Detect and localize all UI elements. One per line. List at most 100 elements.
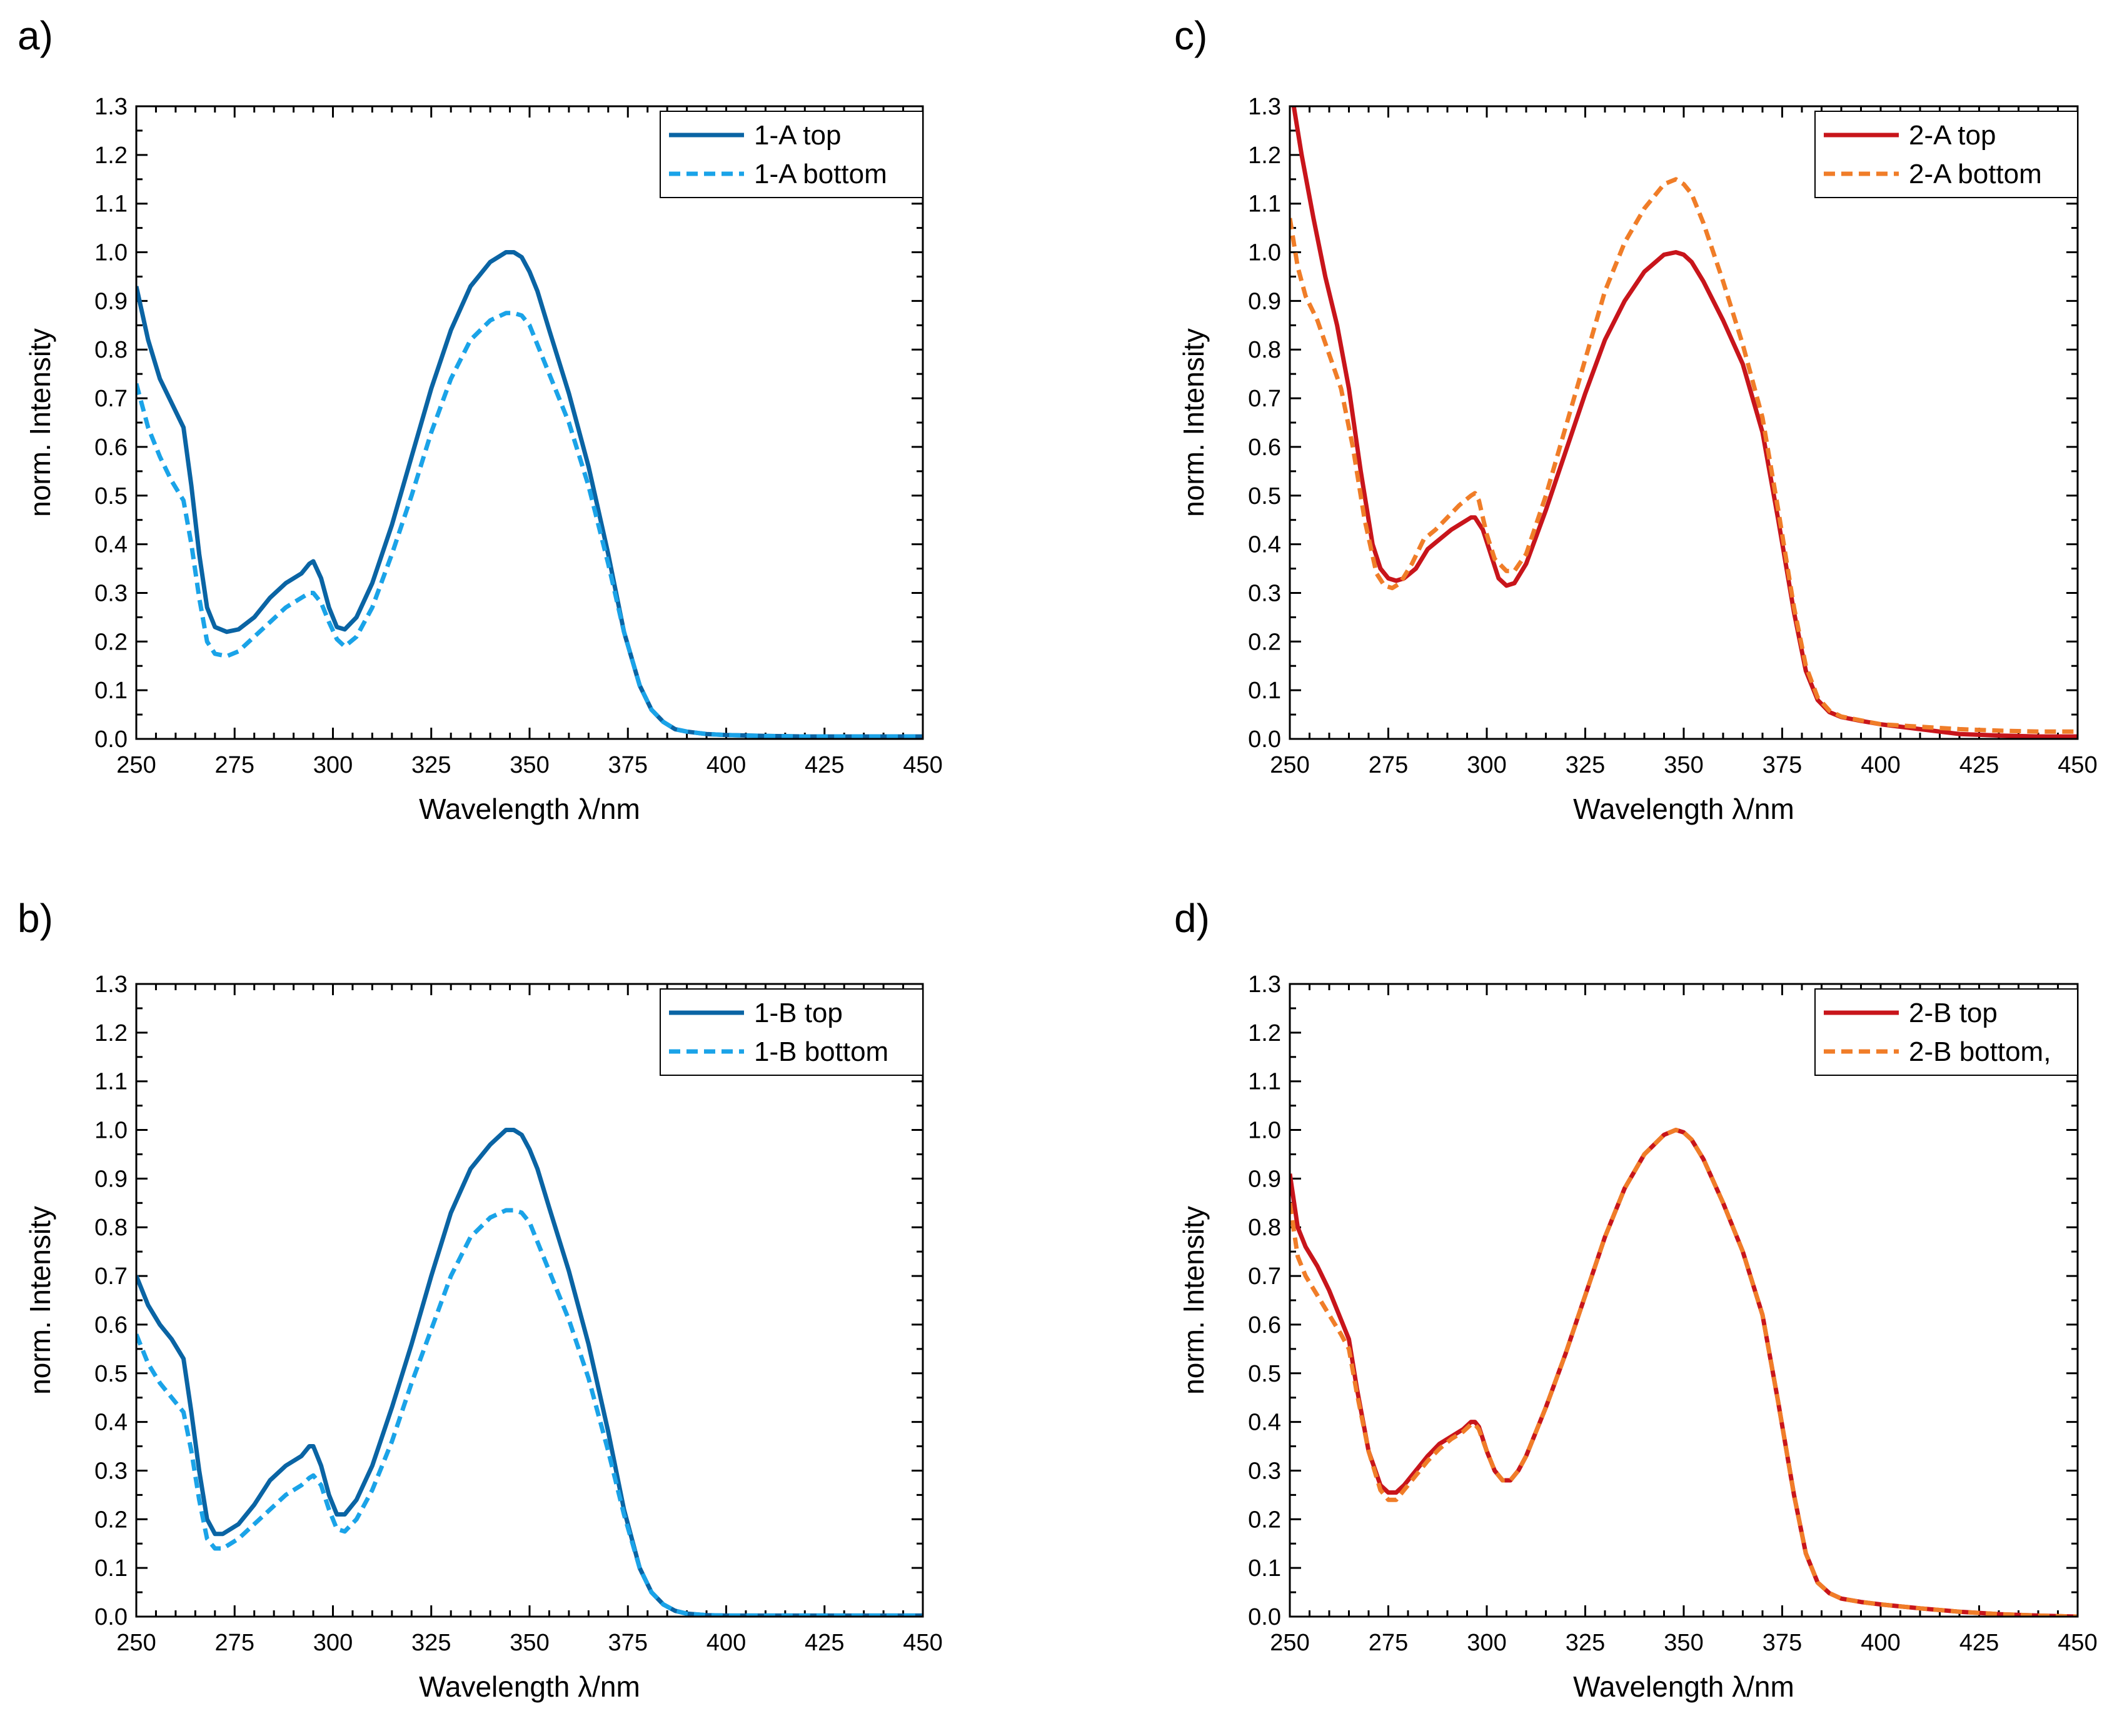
x-tick-label: 300 [1467,1630,1506,1656]
y-tick-label: 0.2 [94,1507,128,1533]
legend-box [660,111,923,198]
chart-panel-b: 250 275 300 325 350 375 400 425 450 0.0 0.1 0.2 0.3 0… [24,971,943,1703]
x-tick-label: 275 [215,1630,254,1656]
plot-frame [135,105,924,740]
y-tick-label: 0.1 [1248,678,1281,704]
x-tick-label: 275 [1369,1630,1408,1656]
y-tick-label: 0.1 [94,678,128,704]
legend: 1-B top 1-B bottom [660,988,923,1076]
x-axis-label: Wavelength λ/nm [1573,1670,1794,1703]
chart-panel-c: 250 275 300 325 350 375 400 425 450 0.0 0.1 0.2 0.3 0… [1177,94,2098,825]
plot-frame [135,983,924,1618]
chart-panel-d: 250 275 300 325 350 375 400 425 450 0.0 0.1 0.2 0.3 0… [1177,971,2098,1703]
x-tick-label: 400 [1861,1630,1900,1656]
y-tick-label: 0.3 [94,1458,128,1484]
y-tick-label: 0.0 [1248,1604,1281,1630]
x-tick-label: 400 [707,752,746,778]
x-tick-label: 325 [1566,752,1605,778]
series-line-bottom [136,311,923,739]
y-tick-label: 0.8 [94,1215,128,1241]
y-tick-label: 0.9 [1248,288,1281,314]
series-line-top [1290,1128,2078,1617]
x-tick-label: 275 [215,752,254,778]
panel-label-c: c) [1174,13,1208,58]
legend-label: 2-B top [1909,998,1998,1028]
y-tick-label: 1.2 [94,143,128,169]
y-tick-label: 0.4 [1248,532,1281,558]
legend-label: 2-B bottom, [1909,1036,2051,1067]
y-tick-label: 0.5 [1248,1361,1281,1387]
y-tick-label: 0.4 [94,532,128,558]
legend-box [660,988,923,1076]
x-tick-label: 300 [1467,752,1506,778]
y-tick-label: 1.0 [94,1118,128,1144]
x-tick-label: 450 [2058,752,2097,778]
y-tick-label: 0.0 [94,1604,128,1630]
x-tick-label: 450 [903,752,942,778]
x-tick-label: 250 [1270,1630,1309,1656]
x-tick-label: 250 [1270,752,1309,778]
y-axis-label: norm. Intensity [24,1206,56,1395]
y-tick-label: 0.8 [1248,337,1281,363]
legend: 2-B top 2-B bottom, [1814,988,2078,1076]
y-axis-label: norm. Intensity [1177,328,1210,517]
y-axis-label: norm. Intensity [24,328,56,517]
y-tick-label: 1.3 [1248,971,1281,998]
y-tick-label: 0.5 [94,483,128,509]
x-axis-label: Wavelength λ/nm [1573,793,1794,825]
y-tick-label: 0.8 [1248,1215,1281,1241]
y-tick-label: 1.3 [1248,94,1281,120]
y-tick-label: 0.7 [94,386,128,412]
legend-label: 1-A top [754,120,841,151]
y-tick-label: 0.1 [1248,1555,1281,1582]
panel-label-d: d) [1174,896,1210,941]
y-tick-label: 1.1 [94,1069,128,1095]
x-tick-label: 425 [1959,1630,1999,1656]
y-tick-label: 1.0 [94,240,128,266]
x-tick-label: 425 [805,752,844,778]
y-tick-label: 0.4 [94,1410,128,1436]
y-tick-label: 0.2 [94,629,128,655]
x-tick-label: 400 [707,1630,746,1656]
y-tick-label: 0.9 [94,1166,128,1192]
y-tick-label: 1.1 [94,191,128,218]
legend-label: 2-A top [1909,120,1996,151]
x-tick-label: 250 [116,752,156,778]
y-axis-label: norm. Intensity [1177,1206,1210,1395]
x-tick-label: 350 [510,1630,549,1656]
y-tick-label: 0.7 [94,1263,128,1290]
series-line-bottom [1290,177,2078,734]
chart-panel-a: 250 275 300 325 350 375 400 425 450 0.0 0.1 0.2 0.3 0… [24,94,943,825]
y-tick-label: 0.6 [1248,1312,1281,1338]
y-tick-label: 1.2 [1248,143,1281,169]
panel-label-a: a) [18,13,53,58]
x-tick-label: 400 [1861,752,1900,778]
y-tick-label: 0.7 [1248,1263,1281,1290]
y-tick-label: 0.6 [94,434,128,461]
y-tick-label: 0.0 [1248,726,1281,753]
x-axis-label: Wavelength λ/nm [419,1670,640,1703]
y-tick-label: 0.5 [1248,483,1281,509]
y-tick-label: 0.3 [1248,1458,1281,1484]
y-tick-label: 1.0 [1248,1118,1281,1144]
series-line-top [1291,106,2078,739]
y-tick-label: 0.3 [1248,580,1281,606]
plot-frame [1289,105,2079,740]
legend: 2-A top 2-A bottom [1814,111,2078,198]
x-tick-label: 300 [313,1630,353,1656]
y-tick-label: 0.5 [94,1361,128,1387]
legend-box [1814,111,2078,198]
x-tick-label: 275 [1369,752,1408,778]
y-tick-label: 0.2 [1248,629,1281,655]
x-tick-label: 350 [1664,1630,1703,1656]
x-tick-label: 350 [1664,752,1703,778]
series-line-bottom [1290,1128,2078,1617]
x-tick-label: 375 [1763,1630,1802,1656]
x-tick-label: 300 [313,752,353,778]
y-tick-label: 0.2 [1248,1507,1281,1533]
x-tick-label: 425 [1959,752,1999,778]
y-tick-label: 1.2 [94,1020,128,1046]
y-tick-label: 0.6 [1248,434,1281,461]
x-tick-label: 250 [116,1630,156,1656]
